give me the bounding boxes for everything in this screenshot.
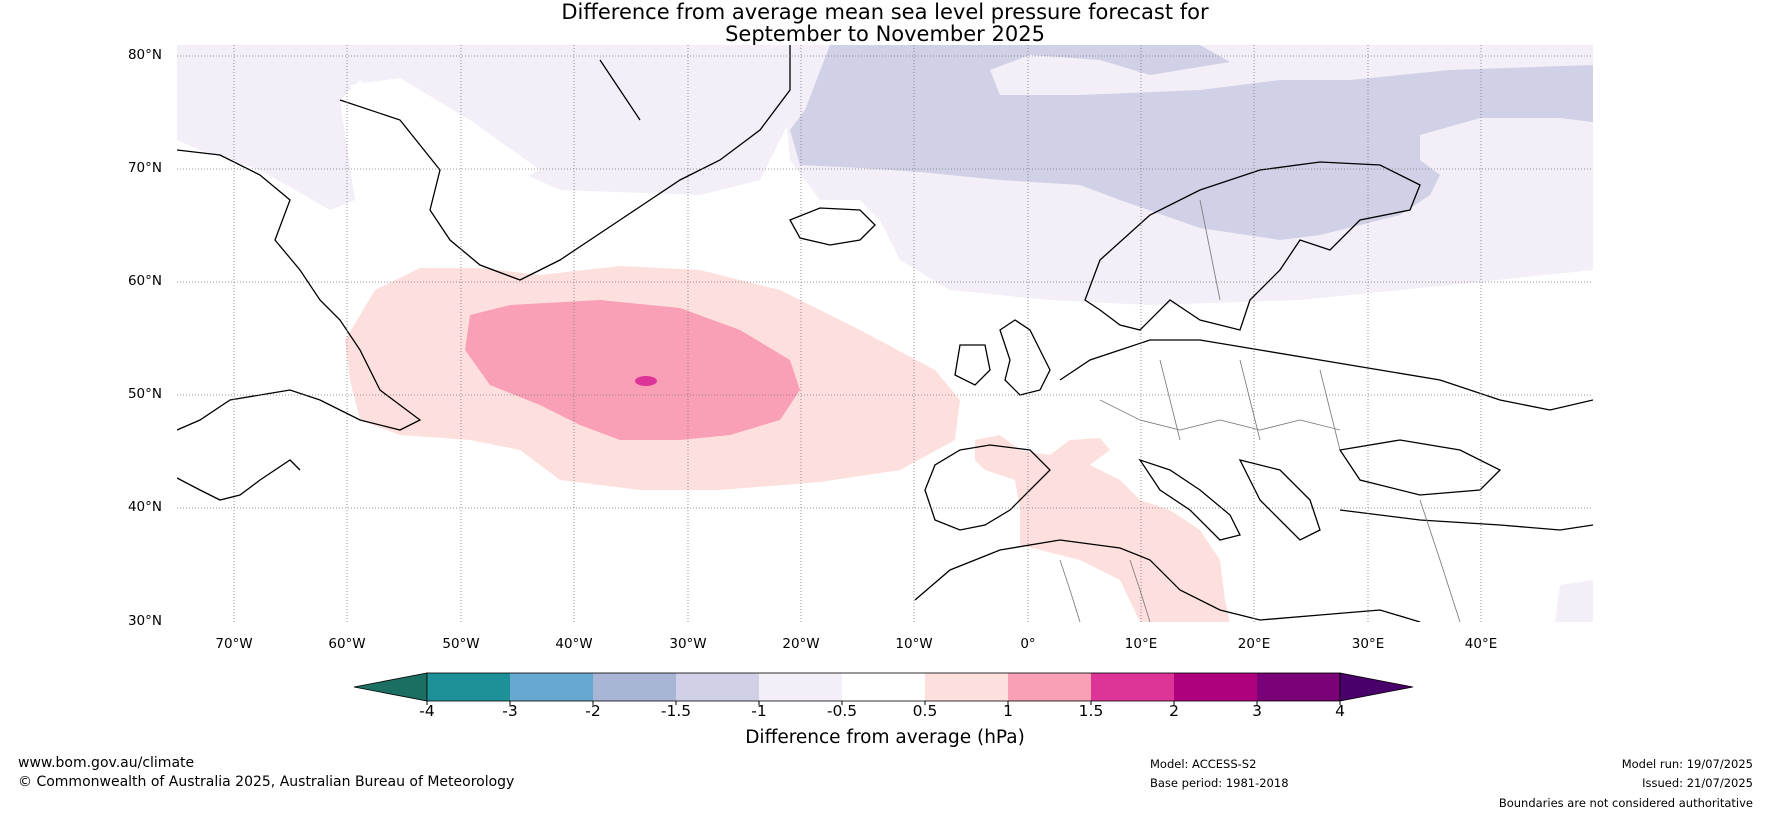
colorbar-segment [427, 673, 510, 701]
footer-disclaimer: Boundaries are not considered authoritat… [1498, 796, 1753, 810]
anomaly-pos-medium-atlantic [465, 300, 800, 440]
footer-base-period: Base period: 1981-2018 [1150, 776, 1289, 790]
lon-label-30w: 30°W [669, 636, 707, 652]
anomaly-neg-medium-norwegian-sea [790, 45, 1593, 240]
colorbar-segment [1257, 673, 1340, 701]
colorbar-label: Difference from average (hPa) [745, 727, 1025, 748]
colorbar-segment [1008, 673, 1091, 701]
colorbar-tick-label: 3 [1252, 702, 1262, 720]
lon-label-60w: 60°W [328, 636, 366, 652]
colorbar-tick-label: 2 [1169, 702, 1179, 720]
colorbar-extend-low [353, 672, 428, 702]
colorbar-segment [1174, 673, 1257, 701]
colorbar-segment [593, 673, 676, 701]
lon-label-40e: 40°E [1464, 636, 1498, 652]
colorbar-segment [759, 673, 842, 701]
colorbar-tick-label: 1 [1003, 702, 1013, 720]
lon-label-10w: 10°W [895, 636, 933, 652]
coastlines [177, 45, 1593, 622]
lon-label-0: 0° [1020, 636, 1036, 652]
lat-label-50n: 50°N [127, 386, 162, 402]
lat-label-40n: 40°N [127, 499, 162, 515]
footer-model-run: Model run: 19/07/2025 [1621, 757, 1753, 771]
lat-label-70n: 70°N [127, 160, 162, 176]
colorbar-segment [1091, 673, 1174, 701]
colorbar-tick-label: -0.5 [826, 702, 858, 720]
anomaly-neg-light-southeast [1555, 580, 1593, 622]
lon-label-20e: 20°E [1237, 636, 1271, 652]
colorbar-tick-label: -4 [419, 702, 435, 720]
colorbar-tick-label: 0.5 [912, 702, 938, 720]
lon-label-30e: 30°E [1351, 636, 1385, 652]
lon-label-50w: 50°W [442, 636, 480, 652]
footer-issued: Issued: 21/07/2025 [1642, 776, 1753, 790]
colorbar-segment [925, 673, 1008, 701]
white-hole-northwest [350, 78, 540, 190]
lon-label-40w: 40°W [555, 636, 593, 652]
anomaly-pos-strong-core [635, 376, 657, 386]
colorbar-tick-label: -2 [585, 702, 601, 720]
colorbar-tick-label: -1 [751, 702, 767, 720]
lat-label-30n: 30°N [127, 613, 162, 629]
map-title-line1: Difference from average mean sea level p… [561, 0, 1209, 24]
lon-label-70w: 70°W [215, 636, 253, 652]
footer-website: www.bom.gov.au/climate [18, 755, 195, 771]
colorbar-extend-high [1339, 672, 1414, 702]
colorbar-tick-label: 4 [1335, 702, 1345, 720]
colorbar-segment [842, 673, 925, 701]
colorbar-tick-label: -3 [502, 702, 518, 720]
lat-label-80n: 80°N [127, 47, 162, 63]
colorbar-tick-label: 1.5 [1078, 702, 1104, 720]
lon-label-10e: 10°E [1124, 636, 1158, 652]
lon-label-20w: 20°W [782, 636, 820, 652]
lat-label-60n: 60°N [127, 273, 162, 289]
colorbar-outline [426, 672, 1341, 702]
map-title-line2: September to November 2025 [725, 22, 1045, 46]
country-borders [1059, 199, 1461, 622]
footer-model: Model: ACCESS-S2 [1150, 757, 1257, 771]
colorbar-segment [510, 673, 593, 701]
colorbar-segment [676, 673, 759, 701]
gridlines [177, 45, 1593, 622]
colorbar-tick-label: -1.5 [660, 702, 692, 720]
footer-copyright: © Commonwealth of Australia 2025, Austra… [18, 774, 515, 790]
